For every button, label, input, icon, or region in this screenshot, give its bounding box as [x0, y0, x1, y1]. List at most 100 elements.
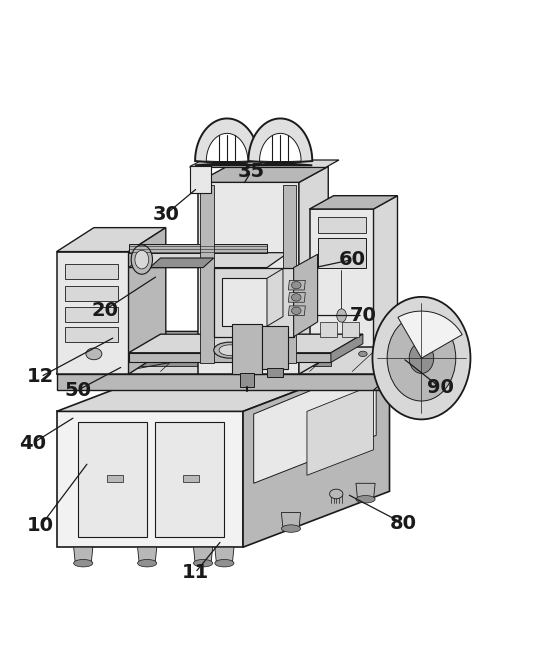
Polygon shape [267, 269, 283, 326]
Polygon shape [222, 278, 267, 326]
Polygon shape [389, 345, 405, 390]
Text: 30: 30 [152, 205, 179, 224]
Ellipse shape [124, 351, 133, 357]
Polygon shape [155, 422, 224, 536]
Polygon shape [243, 355, 389, 547]
Polygon shape [283, 185, 296, 363]
Polygon shape [74, 547, 93, 563]
Ellipse shape [359, 351, 367, 357]
Polygon shape [288, 280, 305, 290]
Polygon shape [57, 412, 243, 547]
Polygon shape [214, 268, 294, 337]
Ellipse shape [135, 250, 149, 269]
Polygon shape [138, 547, 157, 563]
Polygon shape [57, 355, 389, 412]
Wedge shape [398, 311, 462, 358]
Polygon shape [129, 361, 331, 366]
Bar [318, 238, 366, 268]
Polygon shape [281, 512, 301, 528]
Polygon shape [200, 185, 214, 363]
Polygon shape [190, 160, 339, 168]
Polygon shape [57, 332, 443, 374]
Polygon shape [129, 243, 267, 253]
Polygon shape [129, 353, 331, 363]
Bar [342, 322, 359, 337]
Polygon shape [310, 196, 397, 209]
Ellipse shape [193, 560, 213, 567]
Bar [318, 217, 366, 233]
Polygon shape [260, 133, 301, 162]
Ellipse shape [138, 560, 157, 567]
Ellipse shape [329, 489, 343, 499]
Polygon shape [389, 332, 443, 390]
Ellipse shape [337, 309, 347, 322]
Polygon shape [294, 255, 318, 337]
Polygon shape [331, 334, 363, 363]
Bar [65, 265, 118, 279]
Polygon shape [310, 209, 373, 347]
Bar [107, 475, 123, 482]
Polygon shape [129, 253, 288, 268]
Polygon shape [78, 422, 147, 536]
Polygon shape [307, 385, 373, 475]
Polygon shape [57, 374, 389, 390]
Ellipse shape [417, 333, 426, 338]
Polygon shape [299, 166, 328, 374]
Bar [65, 328, 118, 342]
Text: 40: 40 [19, 434, 46, 453]
Polygon shape [240, 373, 254, 387]
Polygon shape [288, 292, 305, 302]
Ellipse shape [372, 297, 470, 420]
Bar [65, 307, 118, 322]
Ellipse shape [292, 281, 301, 289]
Ellipse shape [214, 342, 246, 358]
Ellipse shape [74, 560, 93, 567]
Polygon shape [129, 334, 363, 353]
Polygon shape [288, 306, 305, 316]
Text: 50: 50 [65, 381, 91, 400]
Polygon shape [190, 161, 222, 166]
Ellipse shape [292, 294, 301, 301]
Polygon shape [190, 166, 211, 193]
Ellipse shape [409, 343, 434, 373]
Text: 90: 90 [427, 378, 453, 397]
Polygon shape [57, 251, 129, 374]
Text: 60: 60 [339, 250, 366, 269]
Polygon shape [254, 363, 376, 483]
Polygon shape [373, 377, 421, 390]
Polygon shape [248, 119, 312, 165]
Polygon shape [262, 326, 288, 369]
Polygon shape [373, 196, 397, 347]
Text: 12: 12 [27, 367, 54, 387]
Ellipse shape [281, 525, 301, 532]
Bar [65, 286, 118, 300]
Polygon shape [57, 227, 166, 251]
Bar [183, 475, 199, 482]
Polygon shape [267, 368, 283, 377]
Ellipse shape [292, 307, 301, 314]
Ellipse shape [219, 345, 240, 355]
Text: 35: 35 [238, 162, 264, 181]
Bar [320, 322, 337, 337]
Text: 80: 80 [389, 514, 417, 533]
Text: 20: 20 [91, 301, 118, 320]
Ellipse shape [215, 560, 234, 567]
Polygon shape [372, 353, 470, 366]
Ellipse shape [356, 495, 375, 503]
Polygon shape [356, 483, 375, 499]
Ellipse shape [86, 348, 102, 360]
Text: 10: 10 [27, 516, 54, 536]
Polygon shape [232, 324, 262, 374]
Polygon shape [373, 345, 389, 377]
Polygon shape [198, 166, 328, 182]
Ellipse shape [131, 245, 153, 274]
Text: 11: 11 [182, 564, 209, 582]
Polygon shape [195, 119, 259, 165]
Polygon shape [193, 547, 213, 563]
Polygon shape [198, 182, 299, 374]
Polygon shape [129, 227, 166, 374]
Polygon shape [150, 258, 214, 268]
Ellipse shape [387, 315, 456, 401]
Text: 70: 70 [349, 306, 376, 325]
Polygon shape [215, 547, 234, 563]
